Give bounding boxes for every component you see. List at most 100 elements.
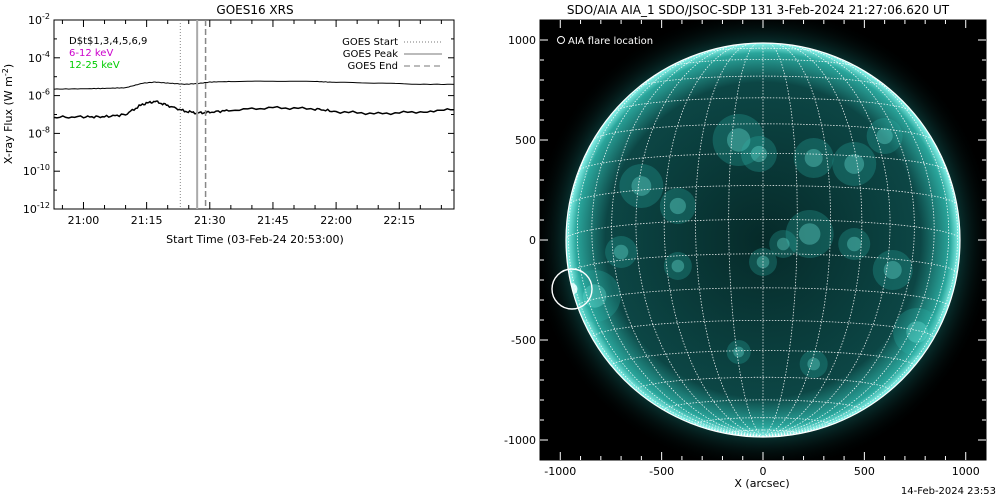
aia-longitude-line — [762, 50, 950, 437]
aia-longitude-line — [591, 45, 764, 437]
aia-longitude-line — [762, 43, 798, 437]
goes-y-tick-label: 10-4 — [28, 50, 50, 65]
goes-y-tick-label: 10-2 — [28, 12, 50, 27]
aia-longitude-line — [635, 43, 764, 437]
aia-longitude-line — [728, 43, 764, 437]
aia-flare-legend-symbol — [557, 36, 565, 44]
aia-y-tick-label: 0 — [529, 234, 536, 247]
goes-y-axis-label: X-ray Flux (W m-2) — [1, 64, 15, 164]
aia-image-panel: SDO/AIA AIA_1 SDO/JSOC-SDP 131 3-Feb-202… — [500, 0, 1000, 500]
aia-longitude-line — [663, 43, 764, 437]
aia-x-tick-label: -1000 — [544, 465, 576, 478]
aia-latitude-line — [567, 253, 959, 275]
aia-active-region-core — [876, 127, 893, 145]
generation-timestamp: 14-Feb-2024 23:53 — [900, 486, 996, 497]
aia-active-region-glow — [799, 350, 828, 378]
aia-latitude-line — [611, 350, 915, 367]
aia-active-region-glow — [605, 236, 638, 268]
aia-longitude-line — [576, 50, 764, 437]
aia-active-region-glow — [619, 164, 664, 208]
aia-active-region-glow — [740, 136, 777, 172]
aia-active-region-core — [906, 321, 928, 343]
aia-solar-disk — [566, 43, 960, 437]
aia-active-region-glow — [712, 114, 765, 166]
aia-active-region-core — [847, 236, 862, 252]
aia-longitude-line — [762, 43, 863, 437]
goes-xrs-svg: GOES16 XRS 10-2 10-4 10-6 10-8 10-10 10-12 21… — [1, 3, 455, 246]
aia-active-region-core — [883, 261, 902, 279]
aia-flare-location-marker — [551, 268, 593, 310]
aia-latitude-line — [591, 320, 935, 339]
aia-active-region-glow — [872, 250, 913, 290]
aia-longitude-line — [611, 43, 764, 437]
aia-latitude-line — [663, 399, 863, 411]
aia-active-region-glow — [769, 230, 798, 258]
aia-x-tick-label: 500 — [854, 465, 875, 478]
goes-x-tick-label: 21:45 — [257, 214, 289, 227]
goes-legend-right-label: GOES End — [348, 61, 398, 72]
aia-flare-legend-label: AIA flare location — [568, 36, 653, 47]
goes-legend-left-item: D$t$1,3,4,5,6,9 — [69, 36, 147, 47]
aia-latitude-line — [635, 376, 891, 391]
aia-svg: SDO/AIA AIA_1 SDO/JSOC-SDP 131 3-Feb-202… — [504, 3, 987, 490]
aia-longitude-line — [762, 43, 915, 437]
aia-active-region-core — [807, 357, 820, 371]
aia-latitude-line — [666, 59, 860, 68]
aia-active-region-core — [631, 176, 652, 196]
aia-active-region-core — [844, 154, 865, 174]
aia-longitude-line — [567, 71, 764, 437]
aia-latitude-line — [698, 47, 828, 54]
aia-active-region-glow — [793, 138, 834, 178]
aia-active-region-glow — [893, 308, 942, 356]
aia-y-tick-label: 500 — [515, 134, 536, 147]
goes-legend-right-label: GOES Start — [342, 37, 398, 48]
goes-y-tick-label: 10-8 — [28, 125, 50, 140]
aia-x-tick-label: 1000 — [952, 465, 980, 478]
aia-active-region-glow — [838, 228, 871, 260]
aia-y-tick-label: -500 — [511, 334, 536, 347]
aia-x-axis-label: X (arcsec) — [734, 477, 789, 490]
aia-active-region-core — [798, 223, 821, 245]
aia-y-tick-label: 1000 — [508, 34, 536, 47]
aia-latitude-line — [591, 123, 935, 141]
goes-y-tick-label: 10-12 — [23, 201, 50, 216]
aia-longitude-line — [762, 43, 891, 437]
aia-longitude-line — [762, 45, 935, 437]
aia-active-region-glow — [866, 118, 903, 154]
aia-longitude-line — [762, 71, 959, 437]
goes-x-tick-label: 22:00 — [320, 214, 352, 227]
goes-series-line — [53, 80, 455, 90]
goes-x-axis-label: Start Time (03-Feb-24 20:53:00) — [166, 233, 344, 246]
goes-legend-left-item: 6-12 keV — [69, 48, 113, 59]
aia-active-region-core — [804, 149, 823, 167]
aia-image: AIA flare location — [540, 20, 986, 460]
aia-active-region-core — [750, 145, 768, 163]
aia-active-region-core — [776, 237, 790, 251]
aia-limb-circle — [565, 42, 961, 438]
aia-active-region-glow — [663, 252, 692, 280]
goes-y-tick-label: 10-6 — [28, 88, 50, 103]
aia-active-region-core — [613, 244, 629, 260]
goes-series-line — [53, 100, 455, 119]
goes-y-tick-label: 10-10 — [23, 163, 50, 178]
goes-x-tick-label: 21:30 — [194, 214, 226, 227]
aia-active-region-core — [733, 346, 745, 358]
goes-x-tick-label: 22:15 — [383, 214, 415, 227]
goes-legend-right-label: GOES Peak — [343, 49, 398, 60]
aia-latitude-line — [568, 185, 958, 206]
aia-chart-title: SDO/AIA AIA_1 SDO/JSOC-SDP 131 3-Feb-202… — [567, 3, 950, 17]
aia-active-region-core — [726, 128, 751, 152]
goes-chart-title: GOES16 XRS — [216, 3, 293, 17]
goes-xrs-chart: GOES16 XRS 10-2 10-4 10-6 10-8 10-10 10-12 21… — [0, 0, 480, 260]
aia-active-region-core — [671, 259, 685, 273]
aia-active-region-core — [583, 284, 607, 308]
aia-y-tick-label: -1000 — [504, 434, 536, 447]
goes-x-tick-label: 21:15 — [131, 214, 163, 227]
aia-active-region-glow — [832, 142, 877, 186]
aia-active-region-glow — [726, 340, 751, 364]
aia-x-tick-label: -500 — [649, 465, 674, 478]
aia-x-tick-label: 0 — [760, 465, 767, 478]
goes-x-tick-label: 21:00 — [68, 214, 100, 227]
aia-active-region-glow — [659, 188, 696, 224]
goes-legend-left-item: 12-25 keV — [69, 60, 120, 71]
